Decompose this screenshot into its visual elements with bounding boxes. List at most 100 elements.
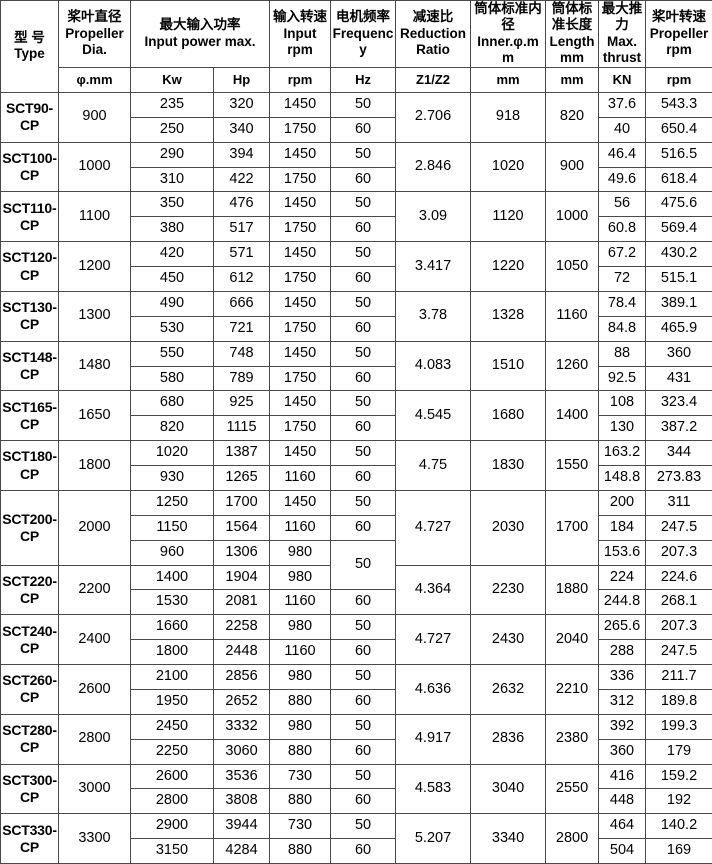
- max-thrust-cell: 78.4: [598, 290, 647, 317]
- input-power-hp-cell: 3536: [212, 763, 271, 790]
- frequency-cell: 60: [330, 266, 397, 292]
- input-rpm-cell: 980: [269, 614, 332, 641]
- inner-diameter-cell: 1120: [470, 191, 547, 243]
- max-thrust-cell: 67.2: [598, 241, 647, 267]
- max-thrust-cell: 312: [598, 688, 647, 715]
- input-power-hp-cell: 789: [212, 365, 271, 392]
- max-thrust-cell: 504: [598, 838, 647, 864]
- model-name-cell: SCT280-CP: [0, 713, 59, 765]
- input-power-kw-cell: 3150: [130, 838, 214, 864]
- input-rpm-cell: 880: [269, 838, 332, 864]
- max-thrust-cell: 464: [598, 813, 647, 840]
- propeller-rpm-cell: 189.8: [645, 688, 712, 715]
- propeller-dia-cell: 900: [58, 91, 131, 143]
- input-power-kw-cell: 820: [130, 415, 214, 442]
- input-power-kw-cell: 2100: [130, 664, 214, 690]
- max-thrust-cell: 163.2: [598, 440, 647, 466]
- frequency-cell: 50: [330, 141, 397, 168]
- header-max-thrust: 最大推力 Max. thrust: [598, 0, 647, 68]
- propeller-rpm-cell: 140.2: [645, 813, 712, 840]
- length-cell: 2040: [545, 614, 600, 665]
- model-name-cell: SCT90-CP: [0, 91, 59, 143]
- model-name-cell: SCT100-CP: [0, 141, 59, 193]
- header-length: 筒体标准长度 Length mm: [545, 0, 600, 68]
- propeller-dia-cell: 2600: [58, 664, 131, 715]
- propeller-rpm-cell: 650.4: [645, 116, 712, 143]
- input-rpm-cell: 1450: [269, 241, 332, 267]
- max-thrust-cell: 56: [598, 191, 647, 218]
- model-name-cell: SCT220-CP: [0, 564, 59, 616]
- frequency-cell: 50: [330, 390, 397, 417]
- max-thrust-cell: 416: [598, 763, 647, 790]
- frequency-cell: 60: [330, 116, 397, 143]
- reduction-ratio-cell: 4.636: [395, 664, 472, 715]
- table-row: 960 1306 980 50 153.6 207.3: [1, 539, 712, 591]
- reduction-ratio-cell: 2.706: [395, 91, 472, 143]
- unit-inner-diameter: mm: [470, 66, 547, 93]
- model-name-cell: SCT148-CP: [0, 340, 59, 392]
- reduction-ratio-cell: 3.09: [395, 191, 472, 243]
- reduction-ratio-cell: 3.417: [395, 241, 472, 292]
- length-cell: 1700: [545, 489, 600, 566]
- reduction-ratio-cell: 4.727: [395, 614, 472, 665]
- header-reduction-ratio: 减速比 Reduction Ratio: [395, 0, 472, 68]
- max-thrust-cell: 392: [598, 713, 647, 740]
- input-power-kw-cell: 250: [130, 116, 214, 143]
- inner-diameter-cell: 1020: [470, 141, 547, 193]
- input-power-hp-cell: 1265: [212, 465, 271, 491]
- input-power-kw-cell: 2600: [130, 763, 214, 790]
- input-rpm-cell: 1750: [269, 166, 332, 193]
- frequency-cell: 60: [330, 415, 397, 442]
- max-thrust-cell: 265.6: [598, 614, 647, 641]
- table-row: 1950 2652 880 60 312 189.8: [1, 688, 712, 715]
- frequency-cell: 50: [330, 340, 397, 367]
- model-name-cell: SCT330-CP: [0, 813, 59, 864]
- unit-hp: Hp: [212, 66, 271, 93]
- propeller-rpm-cell: 179: [645, 738, 712, 765]
- table-row: SCT100-CP 1000 290 394 1450 50 2.846 1020 900 46.…: [0, 141, 712, 193]
- inner-diameter-cell: 2430: [470, 614, 547, 665]
- inner-diameter-cell: 1680: [470, 390, 547, 442]
- length-cell: 900: [545, 141, 600, 193]
- input-power-kw-cell: 960: [130, 539, 214, 566]
- model-name-cell: SCT240-CP: [0, 614, 59, 665]
- table-row: 820 1115 1750 60 130 387.2: [1, 415, 712, 442]
- table-row: SCT148-CP 1480 550 748 1450 50 4.083 1510 1260 88…: [0, 340, 712, 392]
- table-row: SCT300-CP 3000 2600 3536 730 50 4.583 3040 2550 4…: [0, 763, 712, 815]
- input-rpm-cell: 1450: [269, 191, 332, 218]
- length-cell: 1400: [545, 390, 600, 442]
- input-rpm-cell: 1450: [269, 440, 332, 466]
- table-row: SCT180-CP 1800 1020 1387 1450 50 4.75 1830 1550 1…: [0, 440, 712, 491]
- table-row: 2250 3060 880 60 360 179: [1, 738, 712, 765]
- input-rpm-cell: 1750: [269, 315, 332, 342]
- length-cell: 1000: [545, 191, 600, 243]
- input-power-hp-cell: 340: [212, 116, 271, 143]
- input-rpm-cell: 980: [269, 564, 332, 591]
- table-row: SCT280-CP 2800 2450 3332 980 50 4.917 2836 2380 3…: [0, 713, 712, 765]
- inner-diameter-cell: 3040: [470, 763, 547, 815]
- frequency-cell: 50: [330, 614, 397, 641]
- input-power-kw-cell: 2250: [130, 738, 214, 765]
- frequency-cell: 60: [330, 365, 397, 392]
- table-row: SCT240-CP 2400 1660 2258 980 50 4.727 2430 2040 2…: [0, 614, 712, 665]
- frequency-cell: 50: [330, 191, 397, 218]
- propeller-rpm-cell: 199.3: [645, 713, 712, 740]
- input-rpm-cell: 880: [269, 738, 332, 765]
- length-cell: 2800: [545, 813, 600, 864]
- max-thrust-cell: 148.8: [598, 465, 647, 491]
- propeller-dia-cell: 2400: [58, 614, 131, 665]
- input-rpm-cell: 730: [269, 813, 332, 840]
- input-power-hp-cell: 2448: [212, 639, 271, 665]
- input-power-kw-cell: 1150: [130, 514, 214, 541]
- unit-propeller-rpm: rpm: [645, 66, 712, 93]
- reduction-ratio-cell: 5.207: [395, 813, 472, 864]
- frequency-cell: 50: [330, 91, 397, 118]
- propeller-rpm-cell: 207.3: [645, 614, 712, 641]
- frequency-cell: 50: [330, 489, 397, 516]
- max-thrust-cell: 360: [598, 738, 647, 765]
- input-power-hp-cell: 1564: [212, 514, 271, 541]
- input-power-kw-cell: 1400: [130, 564, 214, 591]
- max-thrust-cell: 108: [598, 390, 647, 417]
- input-power-hp-cell: 3944: [212, 813, 271, 840]
